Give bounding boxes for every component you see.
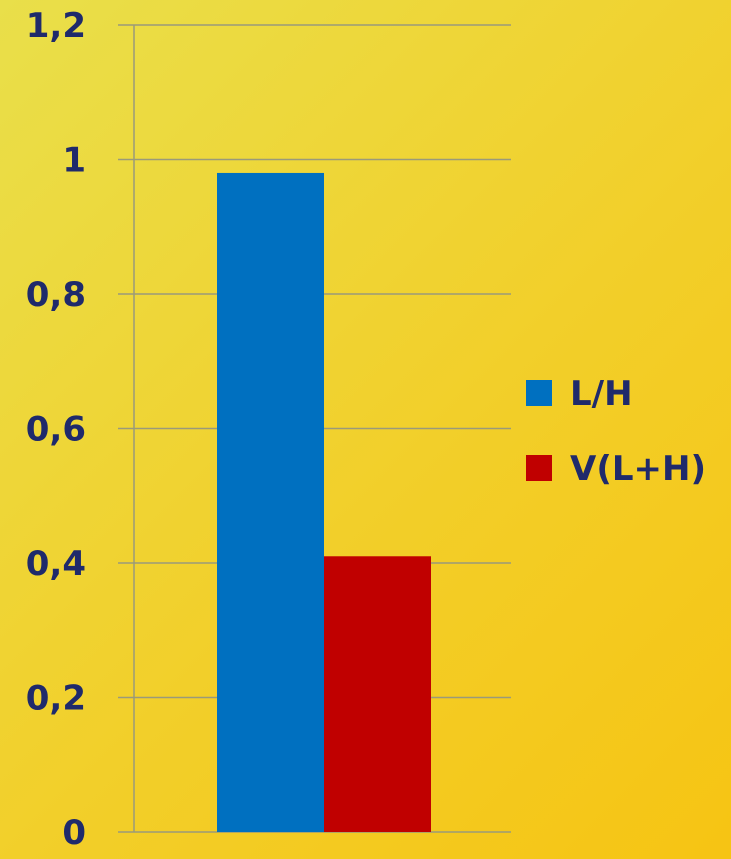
- y-tick-label: 0,8: [26, 275, 86, 315]
- y-tick-label: 0,4: [26, 544, 86, 584]
- legend-label: L/H: [570, 374, 633, 414]
- legend-label: V(L+H): [570, 449, 706, 489]
- y-tick-label: 0: [62, 813, 86, 853]
- legend: L/H V(L+H): [526, 374, 706, 489]
- legend-swatch: [526, 455, 552, 481]
- y-tick-label: 1,2: [26, 6, 86, 46]
- bar-l-h: [217, 172, 324, 832]
- y-tick-label: 0,2: [26, 679, 86, 719]
- bar-v-l-h: [324, 556, 431, 832]
- y-tick-labels: 0 0,2 0,4 0,6 0,8 1 1,2: [26, 6, 86, 853]
- bars: [217, 172, 431, 832]
- y-tick-label: 1: [62, 141, 86, 181]
- y-tick-label: 0,6: [26, 410, 86, 450]
- legend-swatch: [526, 380, 552, 406]
